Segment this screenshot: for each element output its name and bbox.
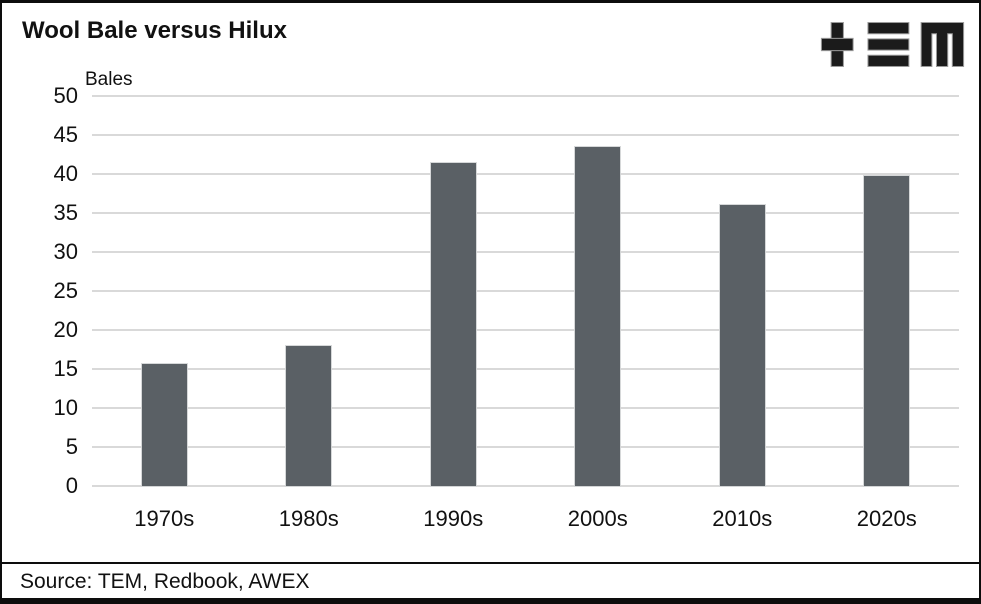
gridline-45 (92, 134, 959, 136)
x-tick-1970s: 1970s (134, 506, 195, 531)
y-tick-0: 0 (65, 473, 78, 498)
bar-1990s (430, 163, 476, 486)
y-tick-20: 20 (53, 317, 78, 342)
x-tick-2010s: 2010s (712, 506, 773, 531)
gridline-5 (92, 446, 959, 448)
x-tick-1990s: 1990s (423, 506, 484, 531)
gridline-35 (92, 212, 959, 214)
y-tick-35: 35 (53, 200, 78, 225)
gridline-10 (92, 407, 959, 409)
bar-2020s (864, 175, 910, 486)
y-axis-title: Bales (85, 69, 133, 90)
x-tick-2020s: 2020s (856, 506, 917, 531)
plot-area (92, 95, 959, 487)
footer-divider (2, 562, 979, 564)
gridline-25 (92, 290, 959, 292)
y-tick-25: 25 (53, 278, 78, 303)
y-tick-10: 10 (53, 395, 78, 420)
y-tick-45: 45 (53, 122, 78, 147)
y-tick-30: 30 (53, 239, 78, 264)
gridline-30 (92, 251, 959, 253)
gridline-20 (92, 329, 959, 331)
gridline-0 (92, 485, 959, 487)
x-tick-1980s: 1980s (278, 506, 339, 531)
tem-logo (820, 22, 965, 67)
bar-2010s (719, 205, 765, 486)
y-tick-50: 50 (53, 83, 78, 108)
x-axis-tick-labels: 1970s 1980s 1990s 2000s 2010s 2020s (92, 486, 959, 536)
source-note: Source: TEM, Redbook, AWEX (20, 570, 310, 593)
chart-title: Wool Bale versus Hilux (22, 17, 287, 44)
x-tick-2000s: 2000s (567, 506, 628, 531)
gridline-50 (92, 95, 959, 97)
bar-1980s (286, 346, 332, 486)
y-tick-5: 5 (65, 434, 78, 459)
y-tick-15: 15 (53, 356, 78, 381)
y-tick-40: 40 (53, 161, 78, 186)
y-axis-tick-labels: 0 5 10 15 20 25 30 35 40 45 50 (2, 83, 78, 498)
gridline-40 (92, 173, 959, 175)
bar-2000s (575, 147, 621, 486)
gridline-15 (92, 368, 959, 370)
bar-1970s (141, 363, 187, 486)
tem-logo-glyphs (820, 22, 965, 67)
